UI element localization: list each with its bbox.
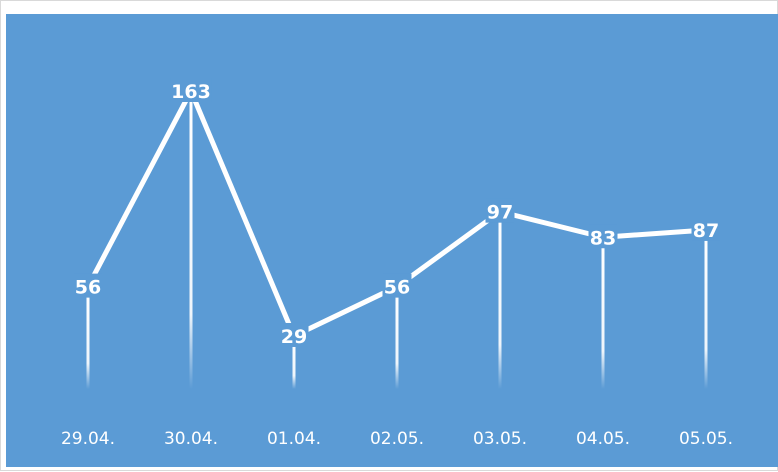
drop-line <box>601 237 605 389</box>
x-tick-label: 04.05. <box>576 429 630 449</box>
data-label: 56 <box>75 277 101 299</box>
data-label: 97 <box>487 202 513 224</box>
data-label-bg <box>485 198 515 223</box>
x-tick-label: 02.05. <box>370 429 424 449</box>
drop-line <box>498 211 502 389</box>
plot-area <box>6 14 778 467</box>
x-tick-label: 01.04. <box>267 429 321 449</box>
data-label-bg <box>170 78 212 102</box>
data-label: 56 <box>384 277 410 299</box>
data-label-bg <box>73 273 103 298</box>
x-tick-label: 05.05. <box>679 429 733 449</box>
drop-line <box>704 229 708 389</box>
data-label-bg <box>588 224 618 249</box>
data-label-bg <box>382 273 412 298</box>
data-label: 87 <box>693 220 719 242</box>
drop-line <box>86 286 90 389</box>
x-tick-label: 29.04. <box>61 429 115 449</box>
drop-line <box>292 335 296 389</box>
data-label: 29 <box>281 326 307 348</box>
drop-line <box>395 286 399 389</box>
x-tick-label: 30.04. <box>164 429 218 449</box>
drop-line <box>189 91 193 389</box>
x-tick-label: 03.05. <box>473 429 527 449</box>
data-label-bg <box>279 322 309 347</box>
data-label: 163 <box>171 81 211 103</box>
data-label-bg <box>691 216 721 241</box>
data-label: 83 <box>590 227 616 249</box>
